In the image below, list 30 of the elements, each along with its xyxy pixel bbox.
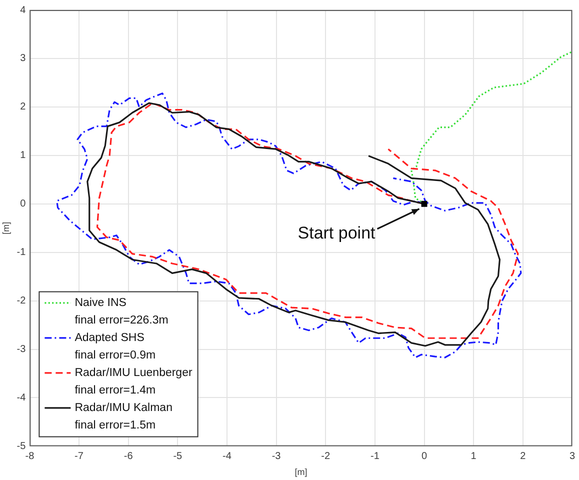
y-axis-title: [m]: [0, 222, 11, 234]
x-tick-label: -6: [124, 450, 134, 462]
x-tick-label: -2: [321, 450, 330, 462]
x-tick-label: 1: [470, 450, 477, 462]
x-tick-label: -7: [74, 450, 84, 462]
y-tick-label: -4: [16, 392, 26, 404]
x-tick-label: -1: [370, 450, 380, 462]
y-tick-label: -1: [16, 247, 26, 258]
x-tick-label: -4: [222, 450, 232, 462]
legend-label: Radar/IMU Luenberger final error=1.4m: [74, 367, 192, 397]
x-tick-label: -5: [173, 450, 183, 462]
y-tick-label: 2: [20, 102, 26, 113]
annotation: Start point: [298, 224, 376, 243]
y-tick-label: -3: [16, 344, 26, 356]
x-tick-label: 2: [520, 450, 526, 462]
x-tick-label: -8: [25, 450, 35, 462]
legend-label: Radar/IMU Kalman final error=1.5m: [74, 402, 172, 432]
x-tick-label: -3: [272, 450, 282, 462]
y-tick-label: -5: [16, 440, 26, 452]
legend-label: Adapted SHS final error=0.9m: [74, 332, 156, 362]
legend-label: Naive INS final error=226.3m: [74, 297, 168, 327]
y-tick-label: -2: [16, 296, 26, 307]
y-tick-label: 0: [20, 198, 26, 210]
x-tick-label: 0: [421, 450, 428, 462]
line-series: [56, 92, 522, 358]
x-tick-label: 3: [569, 450, 576, 462]
y-tick-label: 4: [20, 4, 26, 16]
y-tick-label: 1: [20, 150, 26, 162]
x-axis-title: [m]: [294, 467, 308, 478]
y-tick-label: 3: [20, 53, 26, 64]
